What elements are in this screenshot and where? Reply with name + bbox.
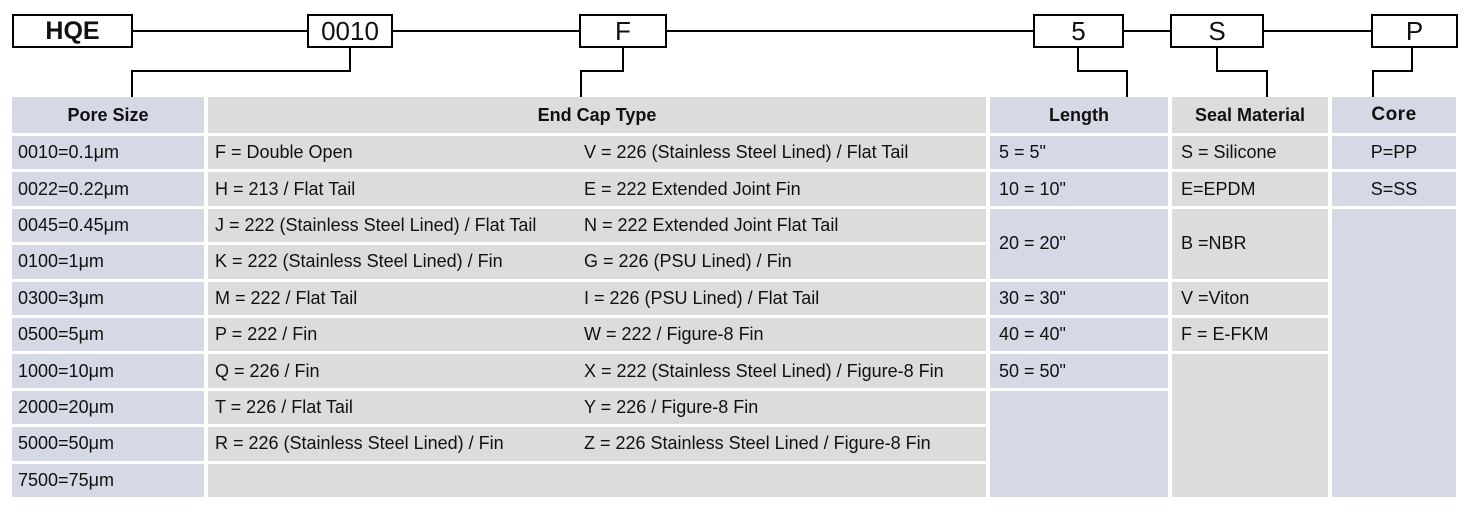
length-cell: 5 = 5": [990, 136, 1168, 170]
end-cap-cell: J = 222 (Stainless Steel Lined) / Flat T…: [208, 208, 986, 243]
end-cap-option: I = 226 (PSU Lined) / Flat Tail: [584, 287, 820, 308]
end-cap-cell: P = 222 / Fin W = 222 / Figure-8 Fin: [208, 317, 986, 352]
connector-line: [667, 30, 1033, 32]
connector-line: [1264, 30, 1371, 32]
connector-line: [1216, 48, 1218, 72]
length-cell: 40 = 40": [990, 317, 1168, 352]
column-header-core: Core: [1332, 97, 1456, 133]
core-cell: S=SS: [1332, 172, 1456, 206]
core-cell: P=PP: [1332, 136, 1456, 170]
end-cap-option: W = 222 / Figure-8 Fin: [584, 324, 764, 345]
seal-material-cell: E=EPDM: [1172, 172, 1328, 206]
end-cap-cell: R = 226 (Stainless Steel Lined) / Fin Z …: [208, 427, 986, 461]
connector-line: [349, 48, 351, 72]
code-box-series: HQE: [12, 14, 133, 48]
length-cell: 20 = 20": [990, 208, 1168, 279]
end-cap-option: M = 222 / Flat Tail: [215, 287, 358, 308]
end-cap-option: J = 222 (Stainless Steel Lined) / Flat T…: [215, 214, 537, 235]
code-box-seal: S: [1170, 14, 1264, 48]
connector-line: [622, 48, 624, 72]
length-cell: 10 = 10": [990, 172, 1168, 206]
connector-line: [580, 70, 582, 97]
connector-line: [133, 30, 307, 32]
end-cap-option: G = 226 (PSU Lined) / Fin: [584, 251, 792, 272]
pore-size-cell: 0300=3μm: [12, 281, 204, 315]
connector-line: [1266, 70, 1268, 97]
end-cap-option: X = 222 (Stainless Steel Lined) / Figure…: [584, 360, 944, 381]
end-cap-cell: H = 213 / Flat Tail E = 222 Extended Joi…: [208, 172, 986, 206]
column-header-end-cap-type: End Cap Type: [208, 97, 986, 133]
pore-size-cell: 2000=20μm: [12, 390, 204, 425]
length-cell: 50 = 50": [990, 354, 1168, 388]
length-cell-empty: [990, 390, 1168, 497]
end-cap-option: F = Double Open: [215, 142, 353, 163]
end-cap-option: E = 222 Extended Joint Fin: [584, 178, 801, 199]
connector-line: [1077, 48, 1079, 72]
code-box-core: P: [1371, 14, 1458, 48]
end-cap-option: Z = 226 Stainless Steel Lined / Figure-8…: [584, 433, 931, 454]
ordering-code-table: Pore Size End Cap Type Length Seal Mater…: [12, 97, 1456, 497]
end-cap-option: V = 226 (Stainless Steel Lined) / Flat T…: [584, 142, 909, 163]
pore-size-cell: 0010=0.1μm: [12, 136, 204, 170]
code-box-end-cap: F: [579, 14, 667, 48]
connector-line: [1216, 70, 1268, 72]
column-header-length: Length: [990, 97, 1168, 133]
column-header-seal-material: Seal Material: [1172, 97, 1328, 133]
end-cap-option: H = 213 / Flat Tail: [215, 178, 356, 199]
connector-line: [1372, 70, 1413, 72]
seal-material-cell: F = E-FKM: [1172, 317, 1328, 352]
pore-size-cell: 0500=5μm: [12, 317, 204, 352]
seal-material-cell: S = Silicone: [1172, 136, 1328, 170]
code-box-length: 5: [1033, 14, 1124, 48]
core-cell-empty: [1332, 208, 1456, 497]
end-cap-option: Y = 226 / Figure-8 Fin: [584, 396, 759, 417]
connector-line: [131, 70, 351, 72]
seal-material-cell-empty: [1172, 354, 1328, 497]
connector-line: [1126, 70, 1128, 97]
end-cap-cell: Q = 226 / Fin X = 222 (Stainless Steel L…: [208, 354, 986, 388]
end-cap-option: P = 222 / Fin: [215, 324, 318, 345]
end-cap-cell-empty: [208, 463, 986, 497]
end-cap-cell: M = 222 / Flat Tail I = 226 (PSU Lined) …: [208, 281, 986, 315]
end-cap-option: T = 226 / Flat Tail: [215, 396, 353, 417]
end-cap-cell: F = Double Open V = 226 (Stainless Steel…: [208, 136, 986, 170]
connector-line: [1372, 70, 1374, 97]
seal-material-cell: B =NBR: [1172, 208, 1328, 279]
end-cap-cell: T = 226 / Flat Tail Y = 226 / Figure-8 F…: [208, 390, 986, 425]
pore-size-cell: 7500=75μm: [12, 463, 204, 497]
connector-line: [1411, 48, 1413, 72]
length-cell: 30 = 30": [990, 281, 1168, 315]
code-box-pore: 0010: [307, 14, 393, 48]
seal-material-cell: V =Viton: [1172, 281, 1328, 315]
end-cap-cell: K = 222 (Stainless Steel Lined) / Fin G …: [208, 245, 986, 279]
connector-line: [131, 70, 133, 97]
connector-line: [393, 30, 579, 32]
end-cap-option: K = 222 (Stainless Steel Lined) / Fin: [215, 251, 503, 272]
column-header-pore-size: Pore Size: [12, 97, 204, 133]
pore-size-cell: 0045=0.45μm: [12, 208, 204, 243]
pore-size-cell: 0100=1μm: [12, 245, 204, 279]
end-cap-option: R = 226 (Stainless Steel Lined) / Fin: [215, 433, 504, 454]
pore-size-cell: 0022=0.22μm: [12, 172, 204, 206]
connector-line: [1077, 70, 1128, 72]
pore-size-cell: 5000=50μm: [12, 427, 204, 461]
end-cap-option: Q = 226 / Fin: [215, 360, 320, 381]
end-cap-option: N = 222 Extended Joint Flat Tail: [584, 214, 839, 235]
connector-line: [580, 70, 624, 72]
pore-size-cell: 1000=10μm: [12, 354, 204, 388]
connector-line: [1124, 30, 1170, 32]
